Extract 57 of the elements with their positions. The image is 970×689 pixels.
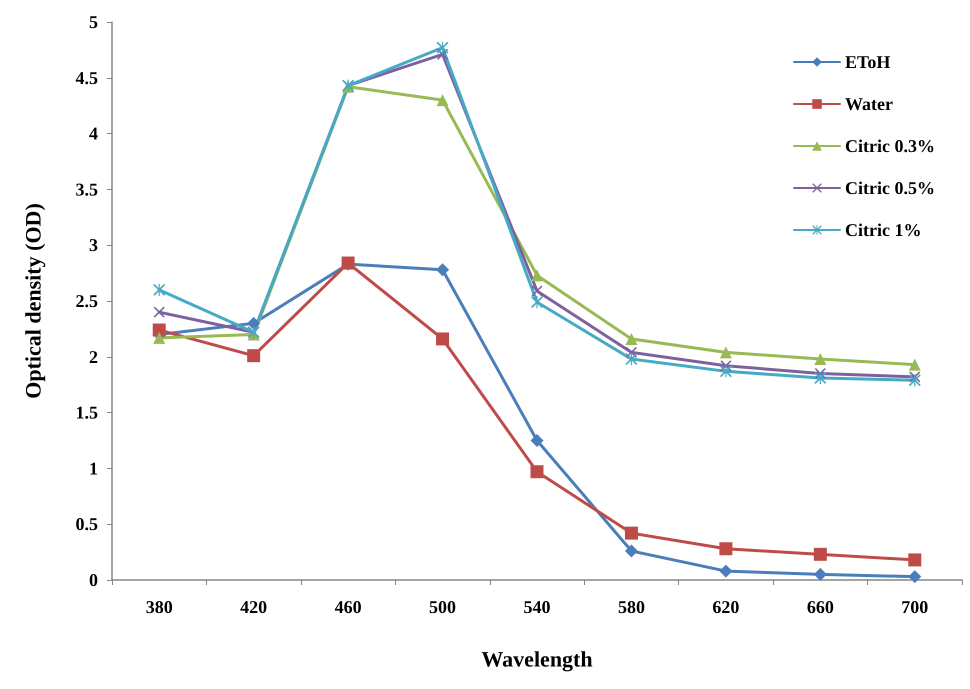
y-tick-label: 4.5: [76, 68, 98, 88]
y-tick-label: 3.5: [76, 179, 98, 200]
point: [532, 285, 542, 296]
point: [530, 434, 544, 447]
y-tick-label: 0: [89, 570, 98, 590]
point: [153, 332, 166, 344]
y-tick-label: 3: [89, 235, 98, 256]
point: [814, 568, 827, 581]
point: [247, 349, 260, 362]
x-tick-label: 540: [524, 597, 550, 617]
point: [814, 372, 826, 384]
point: [436, 263, 450, 276]
x-tick-label: 380: [146, 597, 173, 617]
point: [908, 553, 922, 566]
y-tick-label: 5: [89, 12, 98, 32]
point: [719, 542, 732, 556]
point: [814, 353, 826, 366]
point: [625, 353, 638, 366]
point: [908, 570, 922, 584]
y-tick-label: 0.5: [76, 514, 98, 534]
x-tick-label: 460: [334, 597, 362, 617]
x-axis-title: Wavelength: [481, 646, 593, 672]
point: [436, 94, 449, 106]
point: [908, 374, 921, 386]
point: [719, 564, 732, 578]
y-tick-label: 2: [89, 346, 98, 367]
point: [624, 544, 638, 558]
point: [247, 316, 260, 330]
x-tick-label: 620: [712, 597, 740, 617]
point: [436, 332, 450, 346]
point: [531, 269, 543, 282]
point: [531, 296, 543, 308]
point: [720, 346, 732, 358]
point: [624, 526, 638, 540]
y-tick-label: 2.5: [76, 291, 98, 311]
point: [908, 358, 921, 371]
point: [720, 365, 732, 378]
y-tick-label: 1: [89, 458, 98, 478]
x-tick-label: 660: [806, 597, 834, 617]
y-tick-label: 1.5: [76, 402, 98, 423]
point: [625, 332, 638, 345]
x-tick-label: 500: [429, 597, 456, 617]
legend-label: EToH: [845, 52, 890, 72]
x-tick-label: 580: [618, 597, 645, 617]
y-axis-title: Optical density (OD): [20, 203, 46, 399]
legend-label: Citric 0.3%: [845, 136, 936, 156]
x-tick-label: 420: [240, 597, 268, 617]
point: [530, 465, 544, 478]
legend-label: Citric 0.5%: [845, 178, 936, 198]
point: [154, 306, 165, 318]
point: [814, 548, 827, 561]
x-tick-label: 700: [901, 597, 928, 617]
legend-label: Water: [845, 94, 894, 114]
y-tick-label: 4: [89, 124, 98, 144]
point: [152, 324, 166, 337]
point: [153, 284, 166, 296]
legend-label: Citric 1%: [845, 220, 922, 240]
